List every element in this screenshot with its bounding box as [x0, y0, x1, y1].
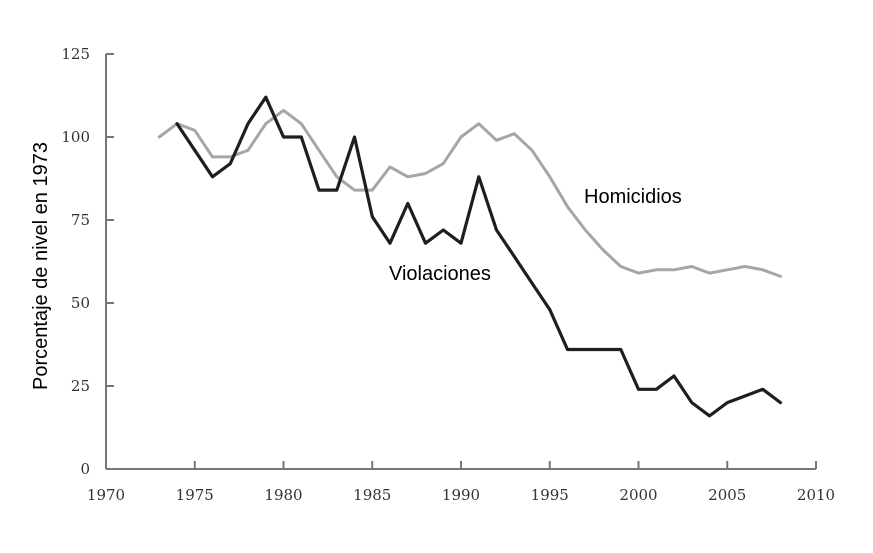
y-tick-label: 0 [80, 460, 90, 478]
x-tick-label: 2005 [708, 486, 746, 504]
x-tick-label: 1980 [264, 486, 302, 504]
x-tick-label: 1990 [442, 486, 480, 504]
homicidios-label: Homicidios [584, 186, 682, 208]
ticks: 1970 1975 1980 1985 1990 1995 2000 2005 2010 0 25 5… [61, 45, 835, 504]
homicidios-line [157, 108, 782, 278]
y-tick-label: 125 [61, 45, 90, 63]
violaciones-label: Violaciones [389, 263, 491, 285]
y-tick-label: 100 [61, 128, 90, 146]
x-tick-label: 1985 [353, 486, 391, 504]
x-tick-label: 1975 [176, 486, 214, 504]
x-tick-label: 2000 [619, 486, 657, 504]
series-labels: Homicidios Violaciones [389, 186, 682, 285]
y-tick-label: 75 [71, 211, 90, 229]
y-tick-label: 25 [71, 377, 90, 395]
y-tick-label: 50 [71, 294, 90, 312]
x-tick-label: 1995 [531, 486, 569, 504]
axes [105, 54, 816, 470]
x-tick-label: 1970 [87, 486, 125, 504]
series-lines [157, 95, 783, 418]
x-tick-label: 2010 [797, 486, 835, 504]
violaciones-line [175, 95, 783, 418]
y-axis-label: Porcentaje de nivel en 1973 [30, 142, 52, 390]
